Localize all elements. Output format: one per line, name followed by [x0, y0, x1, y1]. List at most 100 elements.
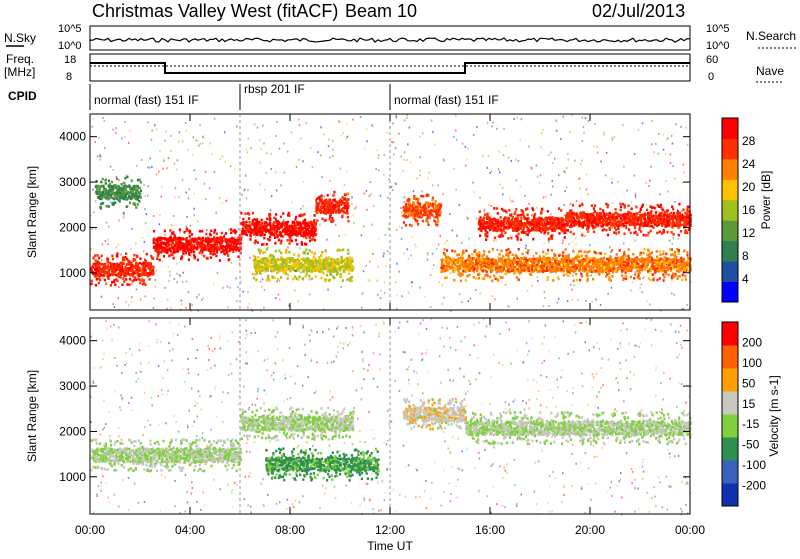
band-7-point: [512, 228, 514, 231]
band-0-point: [139, 257, 141, 260]
noise-point: [186, 216, 188, 218]
noise-point: [276, 121, 278, 123]
band-6-point: [418, 205, 420, 208]
noise-point: [95, 228, 97, 230]
band-1-point: [161, 246, 163, 249]
band-4-point: [274, 260, 276, 263]
noise-point: [363, 270, 365, 272]
band-4-point: [328, 256, 330, 259]
noise-point: [201, 254, 203, 256]
band-8-point: [589, 216, 591, 219]
band-1-point: [217, 246, 219, 249]
noise-point: [347, 136, 349, 138]
noise-point: [398, 133, 400, 135]
noise-point: [174, 163, 176, 165]
noise-point: [323, 133, 325, 135]
band-6-point: [425, 220, 427, 223]
noise-point: [384, 282, 386, 284]
noise-point: [573, 284, 575, 286]
band-8-point: [634, 227, 636, 230]
band-1-point: [216, 232, 218, 235]
band-3-point: [329, 218, 331, 221]
noise-point: [211, 153, 213, 155]
band-5-point: [137, 179, 139, 182]
band-7-point: [494, 220, 496, 223]
noise-point: [167, 299, 169, 301]
noise-point: [641, 291, 643, 293]
band-8-point: [620, 224, 622, 227]
noise-point: [603, 134, 605, 136]
noise-point: [419, 174, 421, 176]
band-8-point: [573, 233, 575, 236]
noise-point: [280, 184, 282, 186]
band-4-point: [286, 260, 288, 263]
noise-point: [543, 305, 545, 307]
noise-point: [130, 248, 132, 250]
band-5-point: [106, 205, 108, 208]
noise-point: [499, 171, 501, 173]
noise-point: [396, 295, 398, 297]
band-0-point: [116, 255, 118, 258]
noise-point: [370, 181, 372, 183]
band-1-point: [189, 249, 191, 252]
noise-point: [360, 116, 362, 118]
band-3-point: [332, 194, 334, 197]
band-1-point: [220, 251, 222, 254]
band-5-point: [108, 189, 110, 192]
band-1-point: [171, 254, 173, 257]
noise-point: [369, 261, 371, 263]
band-4-point: [277, 271, 279, 274]
band-6-point: [425, 211, 427, 214]
band-2-point: [288, 234, 290, 237]
band-8-point: [664, 214, 666, 217]
band-1-point: [182, 252, 184, 255]
noise-point: [169, 271, 171, 273]
noise-point: [516, 179, 518, 181]
band-4-point: [344, 258, 346, 261]
band-0-point: [113, 267, 115, 270]
noise-point: [517, 298, 519, 300]
band-5-point: [98, 192, 100, 195]
noise-point: [159, 223, 161, 225]
band-0-point: [101, 270, 103, 273]
noise-point: [332, 140, 334, 142]
noise-point: [299, 124, 301, 126]
band-0-point: [135, 279, 137, 282]
band-8-point: [592, 216, 594, 219]
band-7-point: [554, 222, 556, 225]
noise-point: [93, 211, 95, 213]
noise-point: [456, 235, 458, 237]
station-title: Christmas Valley West (fitACF): [92, 1, 338, 21]
band-5-point: [131, 179, 133, 182]
nsky-trace: [90, 38, 690, 42]
freq-label: Freq.: [6, 52, 34, 66]
noise-point: [291, 201, 293, 203]
band-4-point: [284, 272, 286, 275]
band-1-point: [224, 249, 226, 252]
noise-point: [163, 160, 165, 162]
noise-point: [194, 169, 196, 171]
noise-point: [491, 170, 493, 172]
band-8-point: [612, 214, 614, 217]
noise-point: [179, 231, 181, 233]
noise-point: [404, 119, 406, 121]
band-1-point: [230, 228, 232, 231]
noise-point: [473, 191, 475, 193]
noise-point: [631, 201, 633, 203]
noise-point: [492, 122, 494, 124]
noise-point: [168, 157, 170, 159]
noise-point: [536, 207, 538, 209]
noise-point: [388, 223, 390, 225]
noise-point: [242, 291, 244, 293]
band-2-point: [278, 239, 280, 242]
noise-point: [283, 143, 285, 145]
band-4-point: [346, 278, 348, 281]
freq-strip: Freq. [MHz] 18 8 60 0 Nave: [4, 52, 784, 83]
band-1-point: [233, 242, 235, 245]
band-1-point: [201, 251, 203, 254]
band-3-point: [316, 205, 318, 208]
band-8-point: [663, 231, 665, 234]
band-2-point: [261, 222, 263, 225]
band-1-point: [193, 244, 195, 247]
band-4-point: [332, 265, 334, 268]
